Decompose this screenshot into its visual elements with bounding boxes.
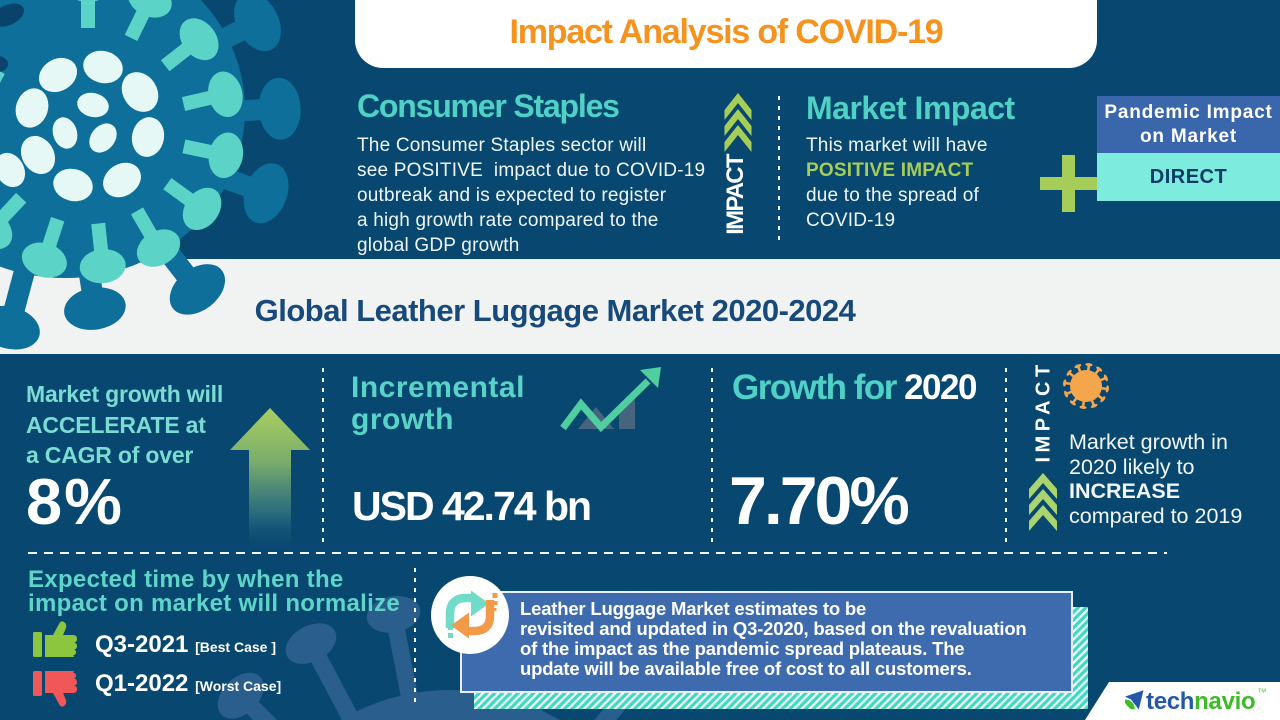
- svg-text:technavio: technavio: [1146, 688, 1255, 715]
- svg-text:TM: TM: [1258, 689, 1266, 695]
